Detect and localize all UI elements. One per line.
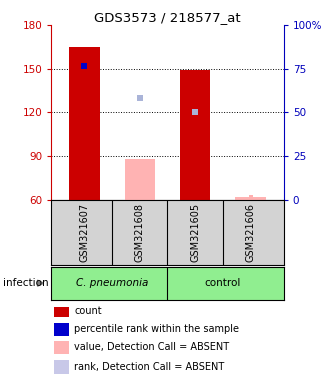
Text: rank, Detection Call = ABSENT: rank, Detection Call = ABSENT bbox=[74, 362, 224, 372]
Bar bbox=[54, 361, 69, 374]
Text: GSM321607: GSM321607 bbox=[80, 203, 89, 262]
Bar bbox=[235, 197, 266, 200]
Point bbox=[192, 109, 198, 115]
Bar bbox=[69, 47, 100, 200]
Point bbox=[248, 194, 253, 200]
Bar bbox=[54, 323, 69, 336]
Bar bbox=[54, 304, 69, 318]
Point bbox=[82, 63, 87, 69]
Bar bbox=[124, 159, 155, 200]
Bar bbox=[180, 70, 211, 200]
Bar bbox=[54, 341, 69, 354]
Text: value, Detection Call = ABSENT: value, Detection Call = ABSENT bbox=[74, 342, 229, 353]
Text: GSM321608: GSM321608 bbox=[135, 203, 145, 262]
Point bbox=[137, 95, 143, 101]
Text: control: control bbox=[205, 278, 241, 288]
Text: count: count bbox=[74, 306, 102, 316]
Text: GSM321606: GSM321606 bbox=[246, 203, 255, 262]
Title: GDS3573 / 218577_at: GDS3573 / 218577_at bbox=[94, 11, 241, 24]
Text: C. pneumonia: C. pneumonia bbox=[76, 278, 148, 288]
Text: percentile rank within the sample: percentile rank within the sample bbox=[74, 324, 239, 334]
Text: GSM321605: GSM321605 bbox=[190, 203, 200, 262]
Text: infection: infection bbox=[3, 278, 49, 288]
